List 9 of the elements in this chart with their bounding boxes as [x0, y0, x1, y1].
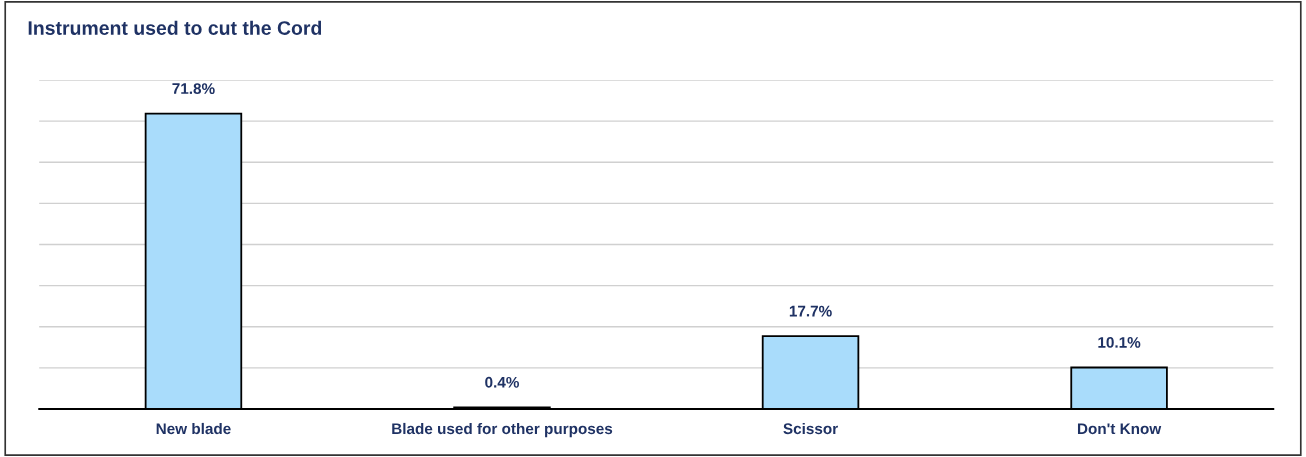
x-tick-label: Blade used for other purposes: [392, 422, 613, 438]
x-tick-label: Scissor: [783, 422, 838, 435]
chart-title: Instrument used to cut the Cord: [28, 20, 322, 35]
data-label: 71.8%: [172, 83, 215, 95]
x-tick-label: Don't Know: [1077, 423, 1162, 435]
data-label: 17.7%: [789, 305, 832, 317]
data-label: 10.1%: [1098, 336, 1141, 348]
data-label: 0.4%: [485, 376, 519, 388]
x-tick-label: New blade: [156, 422, 231, 435]
